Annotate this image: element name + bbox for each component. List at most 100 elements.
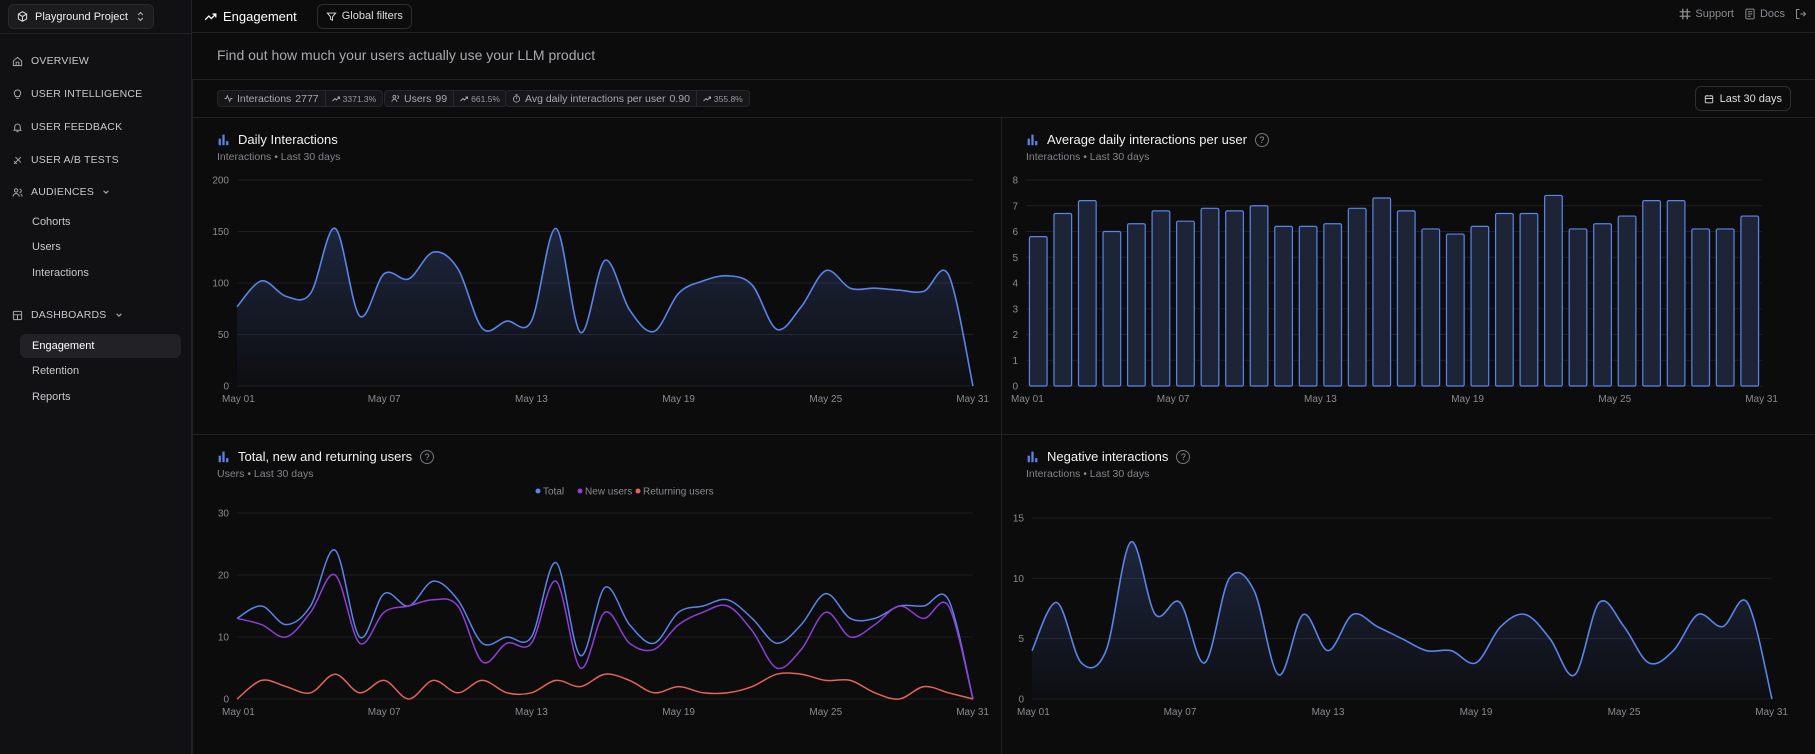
series-line bbox=[236, 227, 974, 387]
sidebar-item-cohorts[interactable]: Cohorts bbox=[20, 210, 181, 234]
help-icon[interactable]: ? bbox=[420, 449, 435, 464]
bar bbox=[1151, 210, 1171, 387]
bar bbox=[1077, 199, 1097, 387]
help-icon[interactable]: ? bbox=[1176, 449, 1191, 464]
sidebar-item-retention[interactable]: Retention bbox=[20, 359, 181, 383]
timer-icon bbox=[512, 94, 521, 103]
legend-label: Returning users bbox=[643, 487, 714, 498]
sidebar: Playground Project OVERVIEW USER INTELLI… bbox=[0, 0, 192, 754]
legend-label: New users bbox=[585, 487, 632, 498]
dashboard-content: Interactions 2777 3371.3% Users 99 661.5… bbox=[192, 79, 1815, 754]
stat-change: 3371.3% bbox=[342, 93, 377, 104]
area-fill bbox=[1032, 541, 1772, 699]
users-chart: 0 10 20 30 May 01 May 07 May 13 May 19 May 25 May… bbox=[218, 487, 990, 719]
y-tick-label: 50 bbox=[218, 330, 230, 341]
stat-change: 661.5% bbox=[471, 93, 500, 104]
x-tick-label: May 07 bbox=[1157, 394, 1190, 405]
bar bbox=[1176, 220, 1195, 387]
y-tick-label: 100 bbox=[212, 279, 229, 290]
date-range-button[interactable]: Last 30 days bbox=[1694, 86, 1791, 111]
x-tick-label: May 31 bbox=[956, 394, 989, 405]
sidebar-item-label: Interactions bbox=[32, 267, 89, 279]
global-filters-label: Global filters bbox=[341, 10, 403, 22]
help-icon[interactable]: ? bbox=[1254, 132, 1269, 147]
nav-audiences[interactable]: AUDIENCES bbox=[12, 183, 110, 201]
docs-icon bbox=[1745, 8, 1755, 20]
x-tick-label: May 13 bbox=[515, 394, 548, 405]
x-tick-label: May 25 bbox=[809, 707, 842, 718]
global-filters-button[interactable]: Global filters bbox=[316, 3, 412, 29]
docs-link[interactable]: Docs bbox=[1744, 8, 1785, 20]
nav-user-ab-tests[interactable]: USER A/B TESTS bbox=[12, 151, 119, 169]
home-icon bbox=[12, 56, 23, 66]
logout-icon[interactable] bbox=[1795, 8, 1807, 20]
stat-change: 355.8% bbox=[713, 93, 743, 104]
bar bbox=[1347, 207, 1367, 387]
filter-icon bbox=[326, 12, 337, 21]
nav-dashboards[interactable]: DASHBOARDS bbox=[12, 306, 123, 324]
average-daily-chart: 0 1 2 3 4 5 6 7 8 May 01 May 07 May 13 May 19 May 25 M… bbox=[1011, 176, 1778, 406]
panel-negative-interactions: Negative interactions ? Interactions • L… bbox=[1002, 435, 1815, 754]
legend-marker bbox=[535, 488, 541, 494]
stat-value: 0.90 bbox=[669, 92, 690, 105]
x-tick-label: May 31 bbox=[1755, 707, 1788, 718]
nav-user-feedback[interactable]: USER FEEDBACK bbox=[12, 118, 122, 136]
project-name: Playground Project bbox=[35, 10, 128, 23]
calendar-icon bbox=[1704, 94, 1713, 103]
bar bbox=[1274, 225, 1294, 387]
y-tick-label: 15 bbox=[1013, 514, 1025, 525]
bar-chart-icon bbox=[1027, 451, 1038, 463]
bar bbox=[1666, 199, 1686, 387]
nav-overview[interactable]: OVERVIEW bbox=[12, 52, 89, 70]
panel-subtitle: Users • Last 30 days bbox=[217, 468, 314, 480]
panel-divider-horizontal bbox=[193, 434, 1815, 435]
sidebar-item-label: Reports bbox=[32, 391, 71, 403]
chevron-down-icon bbox=[115, 313, 122, 317]
bar bbox=[1445, 233, 1465, 387]
series-line bbox=[1031, 541, 1773, 700]
activity-icon bbox=[224, 94, 233, 103]
panel-title-row: Daily Interactions bbox=[217, 132, 338, 147]
nav-user-intelligence[interactable]: USER INTELLIGENCE bbox=[12, 85, 142, 103]
panel-title-row: Negative interactions ? bbox=[1026, 449, 1191, 464]
x-tick-label: May 07 bbox=[368, 394, 401, 405]
panel-subtitle: Interactions • Last 30 days bbox=[1026, 151, 1150, 163]
panel-title-row: Average daily interactions per user ? bbox=[1026, 132, 1269, 147]
breadcrumb: Engagement bbox=[204, 9, 297, 24]
x-tick-label: May 19 bbox=[662, 707, 695, 718]
x-tick-label: May 13 bbox=[1312, 707, 1345, 718]
bar bbox=[1396, 210, 1416, 387]
nav-user-feedback-label: USER FEEDBACK bbox=[31, 121, 123, 133]
sidebar-item-reports[interactable]: Reports bbox=[20, 385, 181, 409]
x-tick-label: May 01 bbox=[1017, 707, 1050, 718]
stat-label: Avg daily interactions per user bbox=[525, 92, 666, 105]
docs-label: Docs bbox=[1759, 8, 1785, 20]
x-tick-label: May 25 bbox=[1608, 707, 1641, 718]
stats-bar: Interactions 2777 3371.3% Users 99 661.5… bbox=[193, 80, 1815, 118]
stat-value: 99 bbox=[435, 92, 448, 105]
support-link[interactable]: Support bbox=[1679, 8, 1734, 20]
y-tick-label: 20 bbox=[218, 571, 230, 582]
project-selector[interactable]: Playground Project bbox=[8, 4, 154, 29]
bell-icon bbox=[12, 123, 23, 132]
bar bbox=[1225, 210, 1244, 387]
topbar: Engagement Global filters Support Docs bbox=[192, 0, 1815, 33]
slack-icon bbox=[1679, 8, 1691, 20]
x-tick-label: May 01 bbox=[1011, 394, 1044, 405]
stat-interactions: Interactions 2777 3371.3% bbox=[217, 90, 384, 107]
sidebar-item-users[interactable]: Users bbox=[20, 235, 181, 259]
series-line-returning-users bbox=[236, 672, 974, 700]
x-tick-label: May 13 bbox=[1304, 394, 1337, 405]
trending-up-icon bbox=[703, 96, 711, 101]
panel-daily-interactions: Daily Interactions Interactions • Last 3… bbox=[193, 118, 1001, 434]
nav-user-ab-tests-label: USER A/B TESTS bbox=[31, 154, 119, 166]
sidebar-item-interactions[interactable]: Interactions bbox=[20, 261, 181, 285]
bar bbox=[1126, 223, 1146, 387]
panel-title: Daily Interactions bbox=[238, 132, 338, 147]
sidebar-item-engagement[interactable]: Engagement bbox=[20, 334, 181, 358]
panel-title: Average daily interactions per user bbox=[1047, 132, 1247, 147]
bar bbox=[1249, 205, 1269, 387]
y-tick-label: 5 bbox=[1018, 634, 1024, 645]
y-tick-label: 3 bbox=[1012, 304, 1018, 315]
bar bbox=[1421, 228, 1441, 387]
